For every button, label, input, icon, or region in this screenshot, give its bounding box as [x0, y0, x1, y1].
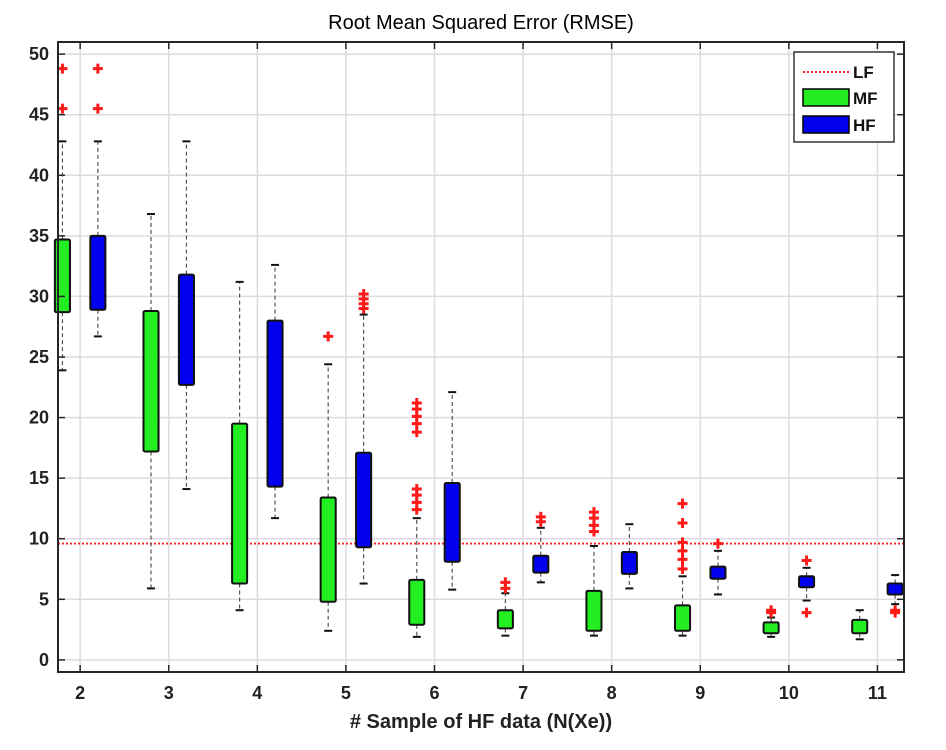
- outlier-marker: [500, 577, 511, 588]
- box-mf: [408, 578, 426, 626]
- x-axis-label: # Sample of HF data (N(Xe)): [350, 711, 612, 733]
- y-tick-label: 30: [29, 286, 49, 306]
- x-tick-label: 11: [868, 683, 887, 703]
- legend: LF MF HF: [793, 51, 895, 143]
- legend-swatch-mf: [802, 88, 850, 107]
- outlier-marker: [57, 103, 68, 114]
- box-mf: [231, 422, 249, 585]
- x-tick-label: 8: [607, 683, 617, 703]
- outlier-marker: [588, 507, 599, 518]
- outlier-marker: [677, 537, 688, 548]
- box-hf: [886, 582, 904, 596]
- outlier-marker: [766, 605, 777, 616]
- box-mf: [319, 496, 337, 603]
- outlier-marker: [890, 605, 901, 616]
- plot-frame: [57, 41, 905, 673]
- box-mf: [585, 589, 603, 632]
- box-mf: [674, 604, 692, 632]
- outlier-marker: [801, 555, 812, 566]
- grid-lines: [58, 42, 904, 672]
- box-hf: [355, 451, 373, 549]
- chart-title: Root Mean Squared Error (RMSE): [328, 12, 634, 34]
- x-tick-label: 2: [75, 683, 85, 703]
- legend-label-hf: HF: [853, 116, 876, 135]
- outlier-marker: [677, 545, 688, 556]
- outlier-marker: [535, 511, 546, 522]
- x-tick-label: 10: [779, 683, 799, 703]
- box-hf: [266, 319, 284, 488]
- box-hf: [177, 273, 195, 386]
- box-mf: [496, 609, 514, 630]
- box-hf: [798, 575, 816, 589]
- legend-label-lf: LF: [853, 63, 874, 82]
- outlier-marker: [92, 63, 103, 74]
- y-tick-label: 15: [29, 468, 49, 488]
- y-tick-label: 40: [29, 165, 49, 185]
- box-mf: [142, 309, 160, 453]
- y-tick-label: 20: [29, 408, 49, 428]
- outlier-marker: [801, 607, 812, 618]
- y-tick-label: 45: [29, 105, 49, 125]
- series-hf: [89, 63, 904, 618]
- box-series-group: [53, 63, 904, 641]
- outlier-marker: [57, 63, 68, 74]
- box-hf: [709, 565, 727, 580]
- legend-swatch-hf: [802, 115, 850, 134]
- box-mf: [762, 621, 780, 635]
- outlier-marker: [677, 517, 688, 528]
- outlier-marker: [92, 103, 103, 114]
- x-tick-label: 4: [252, 683, 262, 703]
- outlier-marker: [712, 538, 723, 549]
- outlier-marker: [411, 398, 422, 409]
- x-tick-label: 6: [429, 683, 439, 703]
- box-hf: [532, 554, 550, 574]
- series-mf: [53, 63, 869, 641]
- box-mf: [851, 618, 869, 635]
- y-tick-label: 10: [29, 529, 49, 549]
- outlier-marker: [411, 427, 422, 438]
- y-tick-label: 0: [39, 650, 49, 670]
- legend-label-mf: MF: [853, 89, 878, 108]
- x-tick-label: 3: [164, 683, 174, 703]
- outlier-marker: [411, 484, 422, 495]
- box-hf: [89, 234, 107, 311]
- x-tick-label: 5: [341, 683, 351, 703]
- outlier-marker: [677, 564, 688, 575]
- x-tick-label: 9: [695, 683, 705, 703]
- outlier-marker: [323, 331, 334, 342]
- outlier-marker: [358, 289, 369, 299]
- outlier-marker: [677, 498, 688, 509]
- y-tick-label: 5: [39, 589, 49, 609]
- outlier-marker: [677, 554, 688, 565]
- box-hf: [620, 551, 638, 575]
- y-tick-label: 25: [29, 347, 49, 367]
- y-tick-label: 50: [29, 44, 49, 64]
- x-tick-label: 7: [518, 683, 528, 703]
- box-hf: [443, 482, 461, 563]
- y-tick-label: 35: [29, 226, 49, 246]
